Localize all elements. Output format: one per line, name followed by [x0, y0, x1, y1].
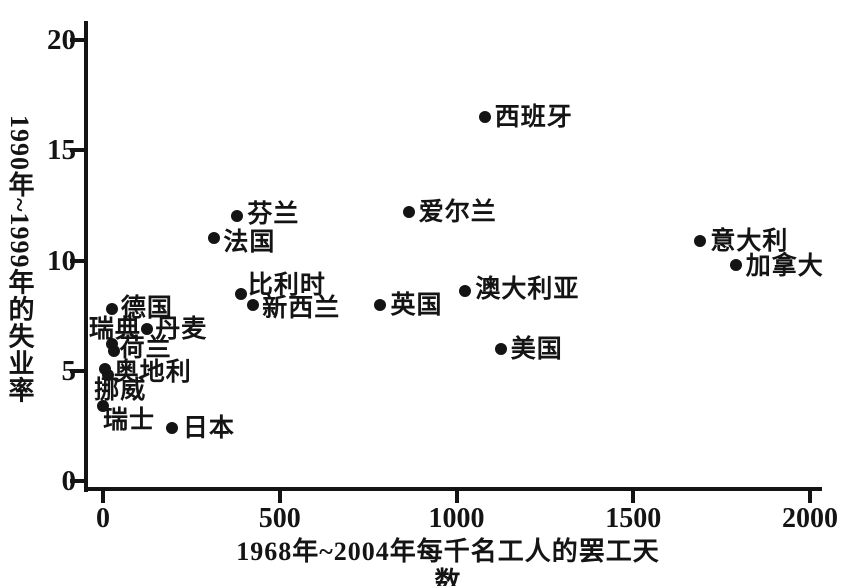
y-tick: [70, 479, 85, 483]
data-point: [729, 258, 742, 271]
x-tick-label: 0: [96, 503, 110, 534]
data-point: [141, 322, 154, 335]
point-label: 新西兰: [262, 294, 341, 322]
data-point: [105, 303, 118, 315]
point-label: 意大利: [710, 227, 789, 255]
point-label: 德国: [120, 295, 173, 322]
x-tick-label: 2000: [782, 503, 838, 534]
data-point: [494, 342, 507, 355]
point-label: 芬兰: [247, 201, 300, 229]
point-label: 英国: [390, 291, 443, 319]
x-tick-label: 1000: [428, 503, 485, 534]
point-label: 瑞典: [88, 316, 141, 344]
data-point: [694, 234, 707, 247]
data-point: [97, 400, 109, 413]
x-tick: [808, 489, 812, 503]
data-point: [234, 287, 247, 300]
x-tick: [454, 489, 459, 503]
data-point: [102, 369, 115, 382]
data-point: [208, 232, 221, 245]
x-axis-title: 1968年~2004年每千名工人的罢工天数: [236, 537, 660, 586]
point-label: 美国: [510, 335, 563, 363]
x-tick-label: 500: [258, 503, 301, 534]
data-point: [374, 298, 387, 311]
point-label: 挪威: [94, 377, 147, 405]
y-axis-line: [84, 21, 88, 492]
y-tick-label: 10: [47, 244, 76, 277]
point-label: 奥地利: [113, 358, 192, 386]
point-label: 加拿大: [745, 252, 824, 280]
y-tick: [70, 38, 85, 42]
point-label: 西班牙: [494, 104, 573, 132]
data-point: [459, 285, 472, 298]
y-tick-label: 15: [47, 134, 76, 167]
point-label: 丹麦: [155, 315, 208, 343]
data-point: [402, 205, 415, 218]
x-tick-label: 1500: [605, 503, 662, 534]
y-tick: [70, 148, 85, 153]
y-tick-label: 20: [47, 24, 76, 56]
point-label: 比利时: [247, 271, 326, 299]
data-point: [165, 422, 178, 435]
data-point: [478, 111, 491, 124]
y-tick: [70, 368, 85, 373]
y-tick-label: 0: [61, 465, 77, 497]
point-label: 荷兰: [119, 334, 172, 362]
y-tick-label: 5: [61, 354, 77, 387]
y-tick: [70, 258, 85, 263]
data-point: [231, 210, 244, 223]
point-label: 瑞士: [103, 407, 156, 435]
point-label: 澳大利亚: [475, 276, 580, 304]
point-label: 爱尔兰: [418, 198, 497, 226]
point-label: 法国: [223, 229, 276, 257]
data-point: [247, 298, 260, 311]
x-axis-line: [84, 487, 822, 491]
x-tick: [631, 489, 636, 503]
x-tick: [101, 489, 105, 503]
data-point: [107, 344, 120, 357]
x-tick: [277, 489, 282, 503]
y-axis-title: 1990年~1999年的失业率: [5, 115, 34, 404]
point-label: 日本: [182, 415, 235, 443]
